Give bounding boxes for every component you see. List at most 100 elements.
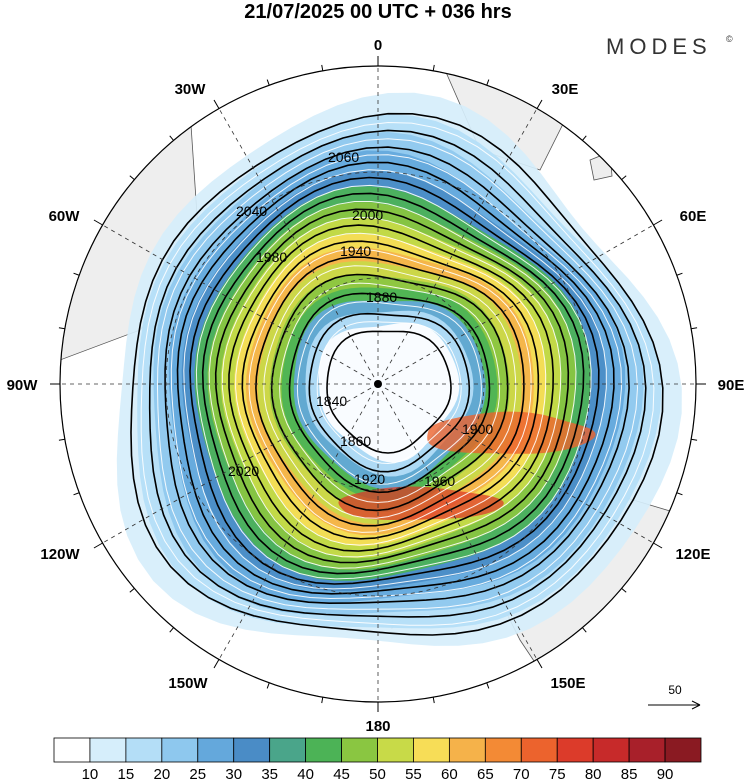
- frame-tick-20: [266, 682, 270, 689]
- height-contour-12: [308, 312, 471, 473]
- colorbar-swatch-14: [556, 737, 594, 763]
- lon-label-0: 0: [374, 37, 382, 54]
- frame-tick-35: [321, 64, 324, 71]
- frame-tick-33: [213, 99, 220, 109]
- height-contour-9: [255, 256, 525, 527]
- frame-tick-3: [536, 99, 543, 109]
- height-contour-1: [148, 129, 647, 618]
- colorbar-tick-label: 60: [441, 766, 458, 782]
- reference-vector-head: [691, 700, 701, 710]
- frame-tick-19: [321, 697, 324, 704]
- lon-label-30e: 30E: [552, 81, 579, 98]
- colorbar-tick-label: 55: [405, 766, 422, 782]
- colorbar-swatch-10: [413, 737, 450, 763]
- colorbar-swatch-11: [448, 737, 486, 763]
- frame-tick-22: [169, 627, 174, 633]
- colorbar-tick-label: 70: [513, 766, 530, 782]
- frame-tick-11: [676, 492, 683, 496]
- streamline-12: [316, 321, 462, 465]
- colorbar-swatch-15: [592, 737, 630, 763]
- streamline-9: [263, 265, 517, 519]
- frame-tick-8: [691, 327, 698, 330]
- streamline-5: [208, 201, 577, 569]
- colorbar-tick-label: 85: [621, 766, 638, 782]
- shading-band-15: [318, 322, 460, 463]
- frame-tick-21: [213, 659, 220, 669]
- contour-label-2000: 2000: [352, 207, 383, 223]
- contour-labels: 2060 2040 2020 2000 1980 1960 1940 1920 …: [228, 149, 493, 489]
- colorbar-swatch-0: [53, 737, 91, 763]
- streamline-8: [248, 248, 532, 533]
- height-contour-0: [130, 112, 664, 636]
- colorbar-swatch-4: [197, 737, 235, 763]
- colorbar-swatch-17: [664, 737, 702, 763]
- page-title: 21/07/2025 00 UTC + 036 hrs: [244, 1, 511, 23]
- frame-tick-4: [582, 135, 587, 141]
- colorbar-tick-label: 30: [225, 766, 242, 782]
- longitude-labels: 0 30E 60E 90E 120E 150E 180 150W 120W 90…: [7, 37, 745, 735]
- frame-tick-17: [432, 697, 435, 704]
- contour-label-1980: 1980: [256, 249, 287, 265]
- streamline-10: [279, 282, 501, 504]
- height-contour-13: [326, 330, 452, 454]
- frame-tick-32: [169, 135, 174, 141]
- lon-label-90e: 90E: [718, 377, 745, 394]
- frame-tick-23: [129, 588, 135, 593]
- frame-ticks: [50, 56, 706, 712]
- colorbar-swatch-3: [161, 737, 199, 763]
- lon-label-150w: 150W: [168, 675, 208, 692]
- contour-label-1940: 1940: [340, 243, 371, 259]
- contour-label-1860: 1860: [340, 433, 371, 449]
- colorbar-tick-label: 35: [261, 766, 278, 782]
- frame-tick-6: [653, 219, 663, 226]
- height-contour-2: [164, 146, 630, 605]
- height-contour-11: [288, 292, 491, 494]
- colorbar-swatch-12: [484, 737, 522, 763]
- south-pole-marker: [374, 380, 382, 388]
- frame-tick-31: [129, 175, 135, 180]
- colorbar-swatch-13: [520, 737, 558, 763]
- colorbar-tick-label: 25: [189, 766, 206, 782]
- streamline-7: [235, 232, 547, 546]
- frame-tick-29: [73, 272, 80, 276]
- height-contour-5: [201, 192, 585, 575]
- reference-vector: 50: [648, 683, 701, 710]
- map-disc: [60, 66, 696, 702]
- colorbar-tick-label: 45: [333, 766, 350, 782]
- height-contour-7: [228, 224, 555, 552]
- frame-tick-26: [58, 438, 65, 441]
- lon-label-180: 180: [365, 718, 390, 735]
- frame-tick-12: [653, 542, 663, 549]
- streamline-3: [183, 169, 607, 590]
- colorbar-swatch-2: [125, 737, 163, 763]
- frame-tick-5: [621, 175, 627, 180]
- lon-label-120e: 120E: [675, 546, 710, 563]
- lon-label-60w: 60W: [49, 208, 81, 225]
- contour-label-2040: 2040: [236, 203, 267, 219]
- frame-tick-10: [691, 438, 698, 441]
- colorbar-swatch-9: [377, 737, 414, 763]
- geopotential-contours: [130, 112, 664, 636]
- colorbar-tick-label: 50: [369, 766, 386, 782]
- contour-label-1920: 1920: [354, 471, 385, 487]
- contour-label-2020: 2020: [228, 463, 259, 479]
- frame-tick-30: [93, 219, 103, 226]
- height-contour-6: [214, 208, 570, 564]
- height-contour-8: [241, 240, 540, 540]
- colorbar-swatch-7: [305, 737, 342, 763]
- meridian-10: [102, 224, 379, 385]
- meridian-1: [377, 108, 538, 385]
- colorbar: 10 15 20 25 30 35 40 45 50 55 60 65 70 75 80 85 90: [53, 737, 702, 782]
- frame-tick-1: [432, 64, 435, 71]
- lat-lon-gridlines: [60, 66, 696, 702]
- colorbar-tick-label: 75: [549, 766, 566, 782]
- frame-tick-2: [486, 79, 490, 86]
- meridian-11: [218, 108, 379, 385]
- colorbar-swatch-8: [341, 737, 378, 763]
- lon-label-150e: 150E: [550, 675, 585, 692]
- meridian-8: [102, 383, 379, 544]
- streamline-4: [195, 184, 592, 580]
- lon-label-60e: 60E: [680, 208, 707, 225]
- colorbar-swatch-6: [269, 737, 307, 763]
- streamline-11: [296, 301, 482, 485]
